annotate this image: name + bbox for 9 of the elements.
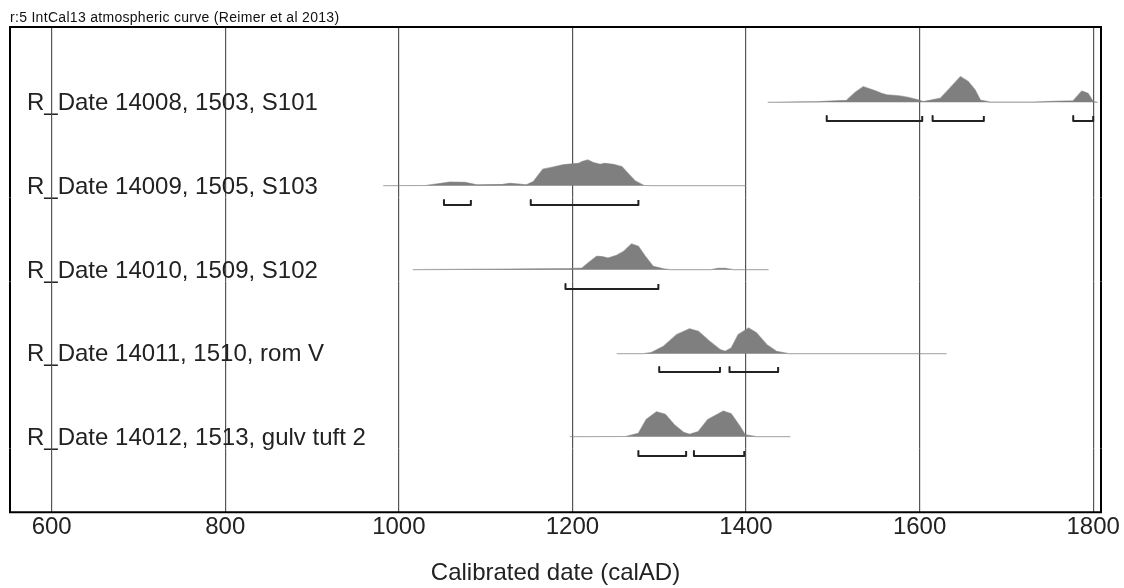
x-tick-label: 1600 <box>892 511 947 539</box>
x-tick-label: 1000 <box>372 511 426 539</box>
x-axis-title: Calibrated date (calAD) <box>430 558 681 586</box>
x-tick-label: 800 <box>205 511 246 539</box>
x-tick-label: 1400 <box>719 511 773 539</box>
x-tick-label: 1200 <box>545 511 600 539</box>
x-tick-label: 1800 <box>1066 511 1120 539</box>
text: r:5 IntCal13 atmospheric curve (Reimer et al 2013) <box>10 9 340 25</box>
x-tick-label: 600 <box>31 511 72 539</box>
